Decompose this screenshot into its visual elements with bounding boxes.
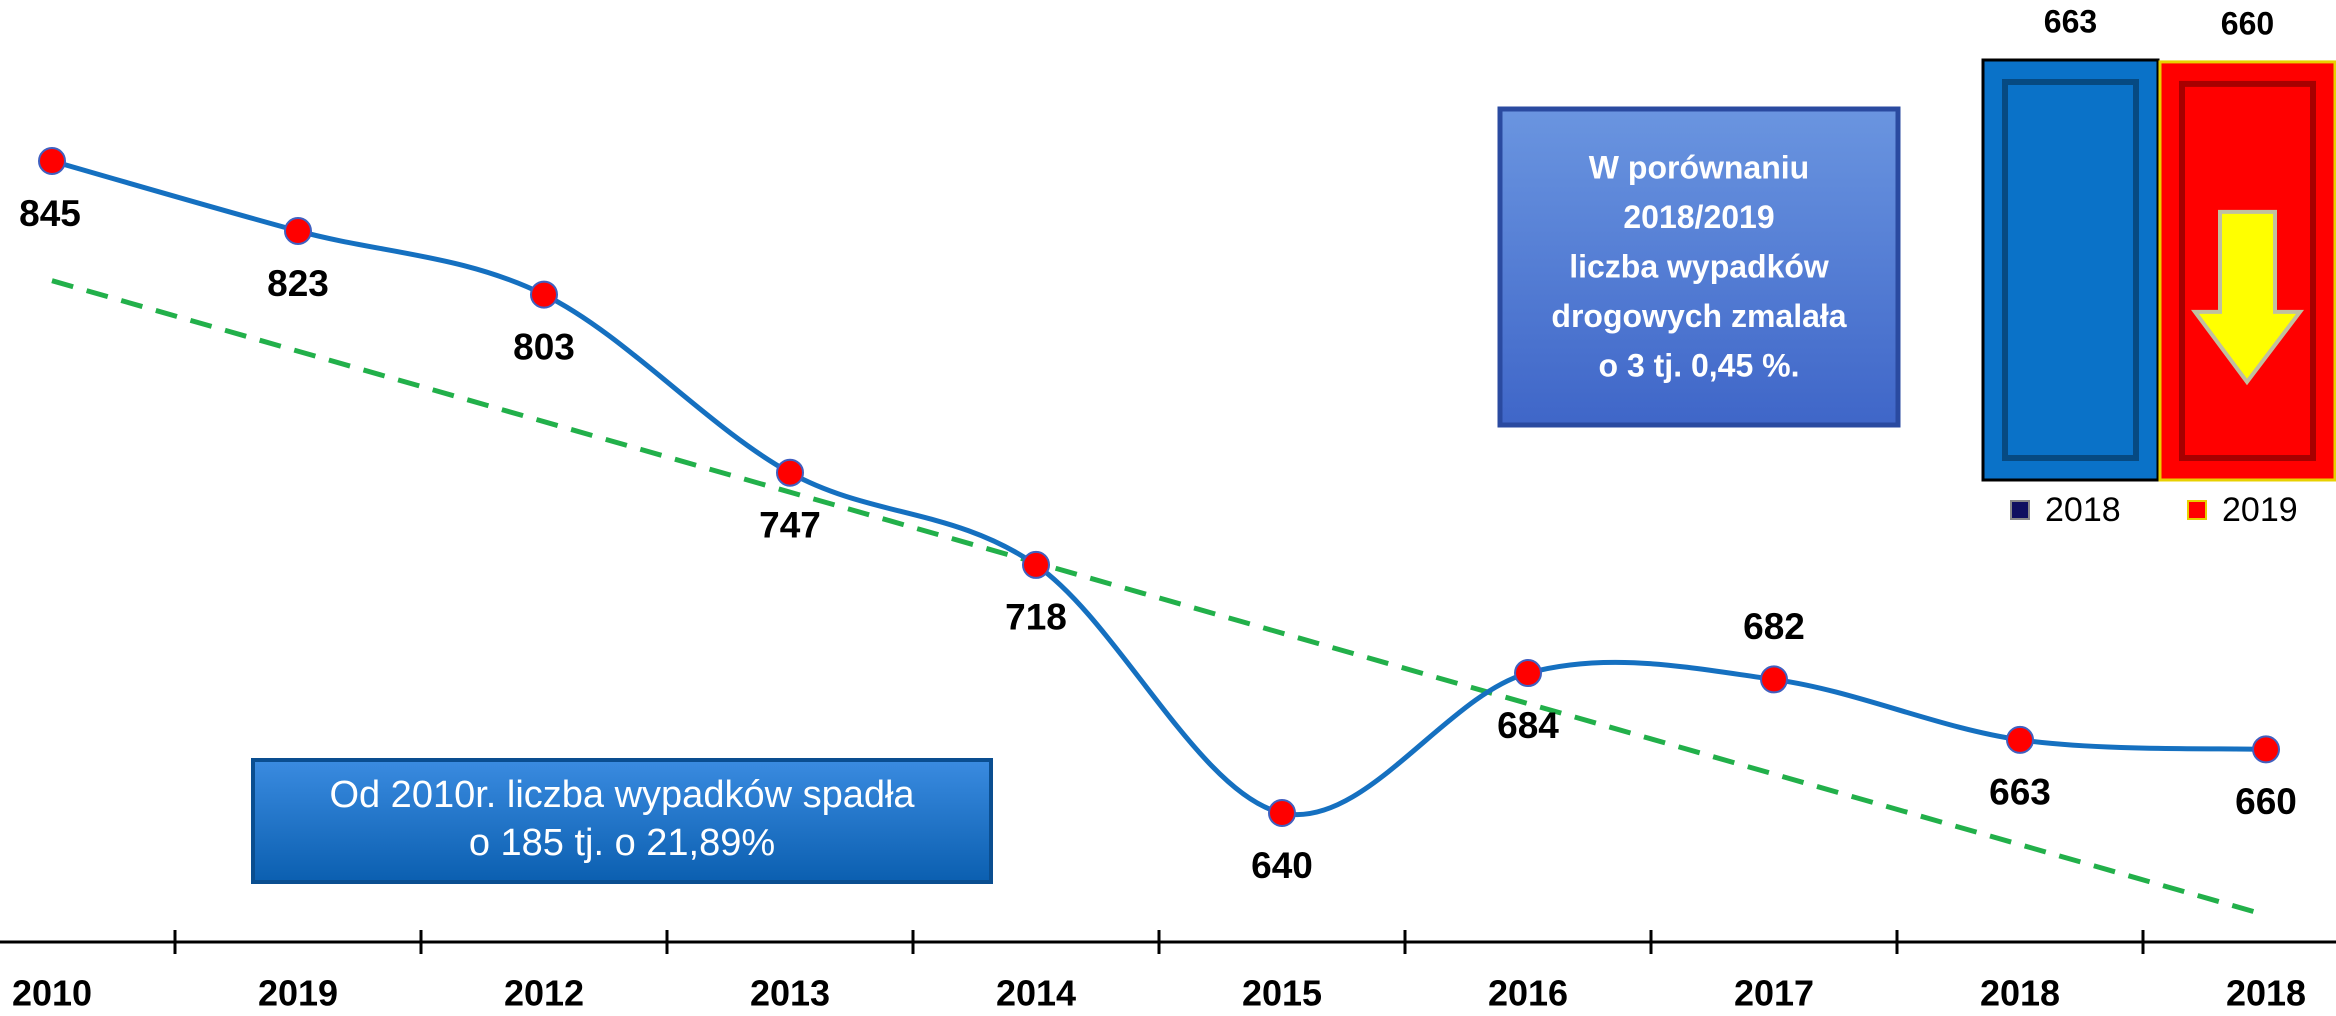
annotation: Od 2010r. liczba wypadków spadła [329,774,915,816]
data-label: 640 [1251,845,1313,886]
trend-line [51,278,2267,918]
data-label: 660 [2221,5,2274,41]
data-label: 663 [2044,3,2097,39]
x-tick-label: 2015 [1242,973,1322,1014]
data-label: 682 [1743,606,1805,647]
marker [2006,725,2034,754]
legend-label: 2018 [2045,491,2121,529]
x-tick-label: 2017 [1734,973,1814,1014]
data-label: 663 [1989,772,2051,813]
annotation: o 185 tj. o 21,89% [469,822,775,864]
data-label: 747 [759,504,821,545]
data-label: 845 [19,193,81,234]
data-label: 684 [1497,705,1559,746]
x-tick-label: 2018 [2226,973,2306,1014]
bar-bevel [2002,79,2139,461]
x-tick-label: 2012 [504,973,584,1014]
arrow-icon [2191,209,2305,386]
marker [1514,659,1542,688]
data-label: 718 [1005,597,1067,638]
annotation: W porównaniu [1589,149,1809,185]
data-label: 660 [2235,781,2297,822]
x-tick-label: 2018 [1980,973,2060,1014]
x-tick-label: 2010 [12,973,92,1014]
marker [776,458,804,487]
annotation: o 3 tj. 0,45 %. [1599,347,1800,383]
annotation: 2018/2019 [1623,199,1774,235]
x-tick-label: 2016 [1488,973,1568,1014]
marker [284,216,312,245]
annotation: drogowych zmalała [1551,298,1846,334]
marker [530,280,558,309]
x-tick-label: 2013 [750,973,830,1014]
legend-label: 2019 [2222,491,2298,529]
data-label: 823 [267,263,329,304]
bar [1981,58,2160,482]
x-tick-label: 2014 [996,973,1076,1014]
legend-swatch [2010,500,2030,520]
legend-swatch [2187,500,2207,520]
annotation-box [251,758,993,884]
marker [38,147,66,175]
line [51,158,2267,818]
x-tick-label: 2019 [258,973,338,1014]
data-label: 803 [513,326,575,367]
marker [1022,550,1050,579]
bar-bevel [2179,80,2316,461]
annotation-box [1497,106,1901,428]
marker [1268,799,1296,827]
marker [1760,665,1788,694]
marker [2252,735,2280,764]
annotation: liczba wypadków [1569,248,1829,284]
